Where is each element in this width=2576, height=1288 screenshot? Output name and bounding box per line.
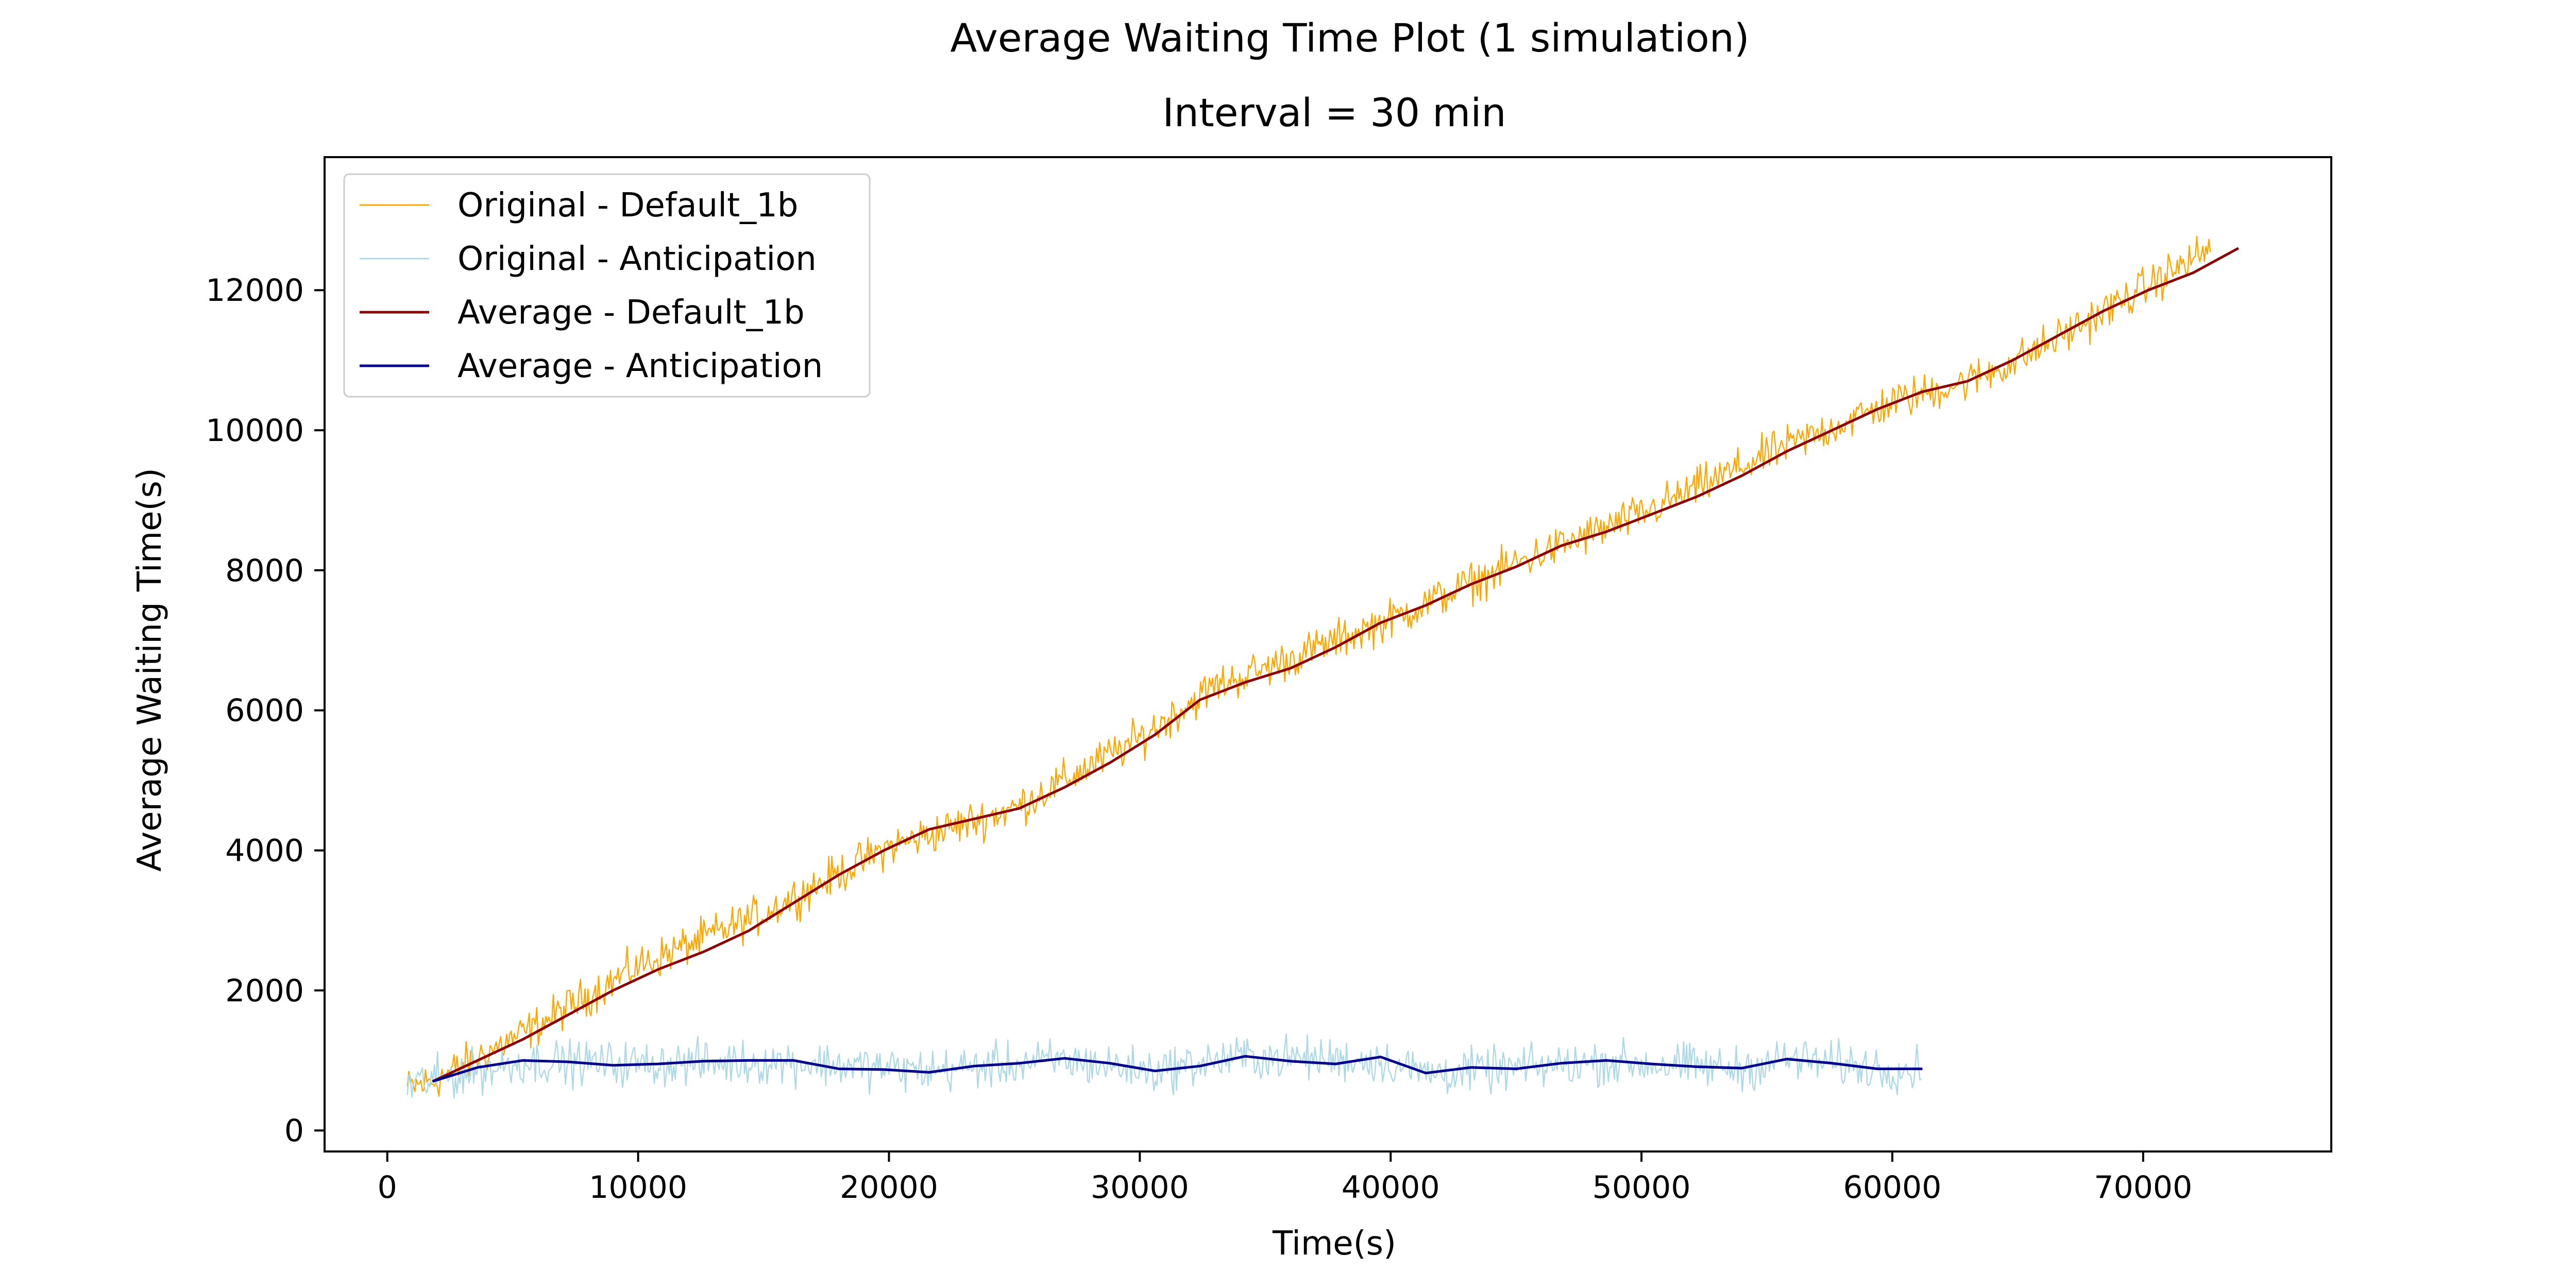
- series-line-average-anticipation: [432, 1055, 1923, 1083]
- y-tick-label: 0: [284, 1113, 304, 1149]
- plot-frame: [324, 156, 2332, 1153]
- legend-box: [343, 173, 871, 398]
- y-tick-label: 6000: [225, 693, 304, 729]
- x-tick-label: 10000: [589, 1170, 687, 1206]
- x-tick-label: 40000: [1342, 1170, 1440, 1206]
- x-tick-label: 70000: [2094, 1170, 2192, 1206]
- y-tick-label: 8000: [225, 553, 304, 589]
- series-line-original-default-1b: [406, 235, 2211, 1097]
- series-line-original-anticipation: [406, 1033, 1922, 1099]
- x-tick-label: 50000: [1592, 1170, 1691, 1206]
- y-axis-label: Average Waiting Time(s): [131, 468, 169, 872]
- legend-label: Original - Default_1b: [457, 187, 798, 225]
- legend-label: Average - Default_1b: [457, 294, 805, 332]
- y-tick-label: 10000: [206, 413, 304, 449]
- x-tick-label: 0: [378, 1170, 397, 1206]
- legend-label: Original - Anticipation: [457, 240, 817, 278]
- y-tick-label: 12000: [206, 273, 304, 309]
- legend-label: Average - Anticipation: [457, 347, 823, 385]
- y-tick-label: 4000: [225, 833, 304, 869]
- series-line-average-default-1b: [432, 247, 2240, 1083]
- chart-subtitle: Interval = 30 min: [1162, 90, 1506, 135]
- legend: Original - Default_1b Original - Anticipa…: [343, 173, 871, 398]
- chart-title: Average Waiting Time Plot (1 simulation): [950, 15, 1749, 61]
- x-tick-label: 30000: [1091, 1170, 1189, 1206]
- y-tick-label: 2000: [225, 973, 304, 1009]
- series-layer: [406, 235, 2240, 1099]
- x-axis-label: Time(s): [1272, 1225, 1396, 1263]
- plot-area: [406, 235, 2240, 1099]
- x-tick-label: 60000: [1843, 1170, 1942, 1206]
- x-tick-label: 20000: [840, 1170, 938, 1206]
- y-axis: 0 2000 4000 6000 8000 10000 12000: [206, 273, 325, 1149]
- x-axis: 0 10000 20000 30000 40000 50000 60000 70000: [378, 1151, 2192, 1206]
